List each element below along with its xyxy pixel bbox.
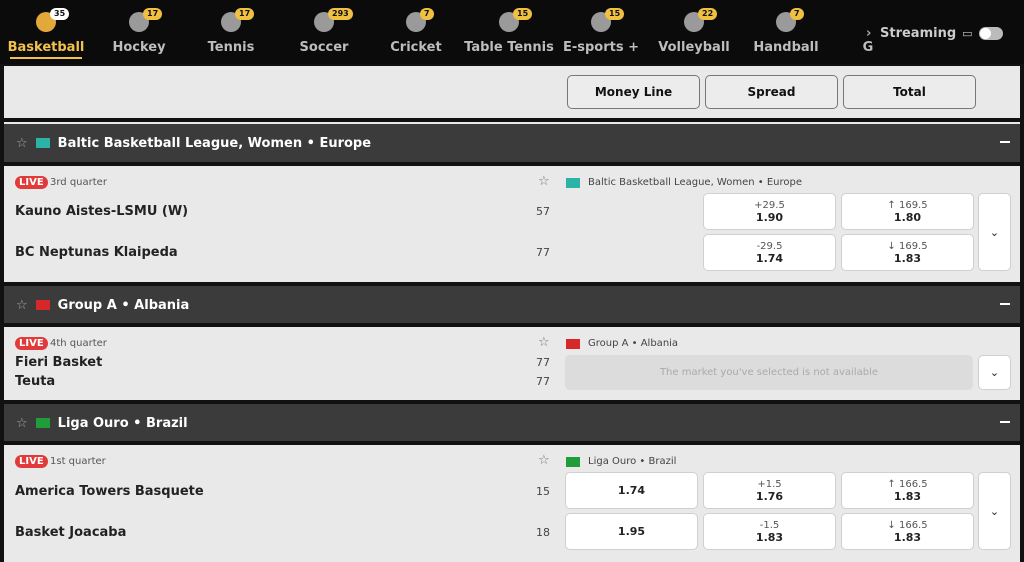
odds-button[interactable]: ↑ 166.5 1.83 — [841, 472, 974, 509]
live-badge: LIVE — [15, 337, 48, 350]
chevron-down-icon: ⌄ — [989, 366, 1000, 379]
streaming-toggle[interactable] — [978, 27, 1003, 40]
globe-icon — [566, 177, 580, 188]
star-icon[interactable]: ☆ — [16, 415, 28, 431]
odds-button[interactable]: +1.5 1.76 — [703, 472, 836, 509]
collapse-icon[interactable] — [1000, 421, 1010, 423]
globe-icon — [35, 138, 50, 148]
market-spread-button[interactable]: Spread — [705, 75, 838, 109]
albania-flag-icon — [566, 338, 580, 349]
odds-button[interactable]: ↑ 169.5 1.80 — [841, 193, 974, 230]
chevron-down-icon: ⌄ — [989, 225, 1000, 239]
odds-button[interactable]: 1.95 — [565, 513, 698, 550]
league-header[interactable]: ☆ Group A • Albania — [4, 286, 1020, 324]
odds-button[interactable]: ↓ 169.5 1.83 — [841, 234, 974, 271]
team-name: Teuta — [15, 374, 56, 389]
league-header[interactable]: ☆ Baltic Basketball League, Women • Europ… — [4, 124, 1020, 162]
team-name: Fieri Basket — [15, 355, 103, 370]
odds-button[interactable]: ↓ 166.5 1.83 — [841, 513, 974, 550]
streaming-toggle-row: › Streaming ▭ — [866, 26, 1003, 41]
odds-button[interactable]: +29.5 1.90 — [703, 193, 836, 230]
sports-nav: 35 Basketball 17 Hockey 17 Tennis 293 Soccer… — [0, 0, 1024, 64]
tab-tennis[interactable]: 17 Tennis — [207, 8, 255, 55]
odds-button[interactable]: -29.5 1.74 — [703, 234, 836, 271]
tab-cricket[interactable]: 7 Cricket — [390, 8, 442, 55]
tab-hockey[interactable]: 17 Hockey — [112, 8, 166, 55]
tab-basketball[interactable]: 35 Basketball — [6, 0, 86, 62]
albania-flag-icon — [35, 300, 50, 310]
live-badge: LIVE — [15, 455, 48, 468]
live-badge: LIVE — [15, 176, 48, 189]
team-name: America Towers Basquete — [15, 484, 204, 499]
team-name: Kauno Aistes-LSMU (W) — [15, 204, 189, 219]
collapse-icon[interactable] — [1000, 141, 1010, 143]
odds-button[interactable]: -1.5 1.83 — [703, 513, 836, 550]
collapse-icon[interactable] — [1000, 303, 1010, 305]
odds-button[interactable]: 1.74 — [565, 472, 698, 509]
star-icon[interactable]: ☆ — [538, 453, 550, 468]
market-unavailable: The market you've selected is not availa… — [565, 355, 973, 390]
expand-button[interactable]: ⌄ — [978, 355, 1011, 390]
team-name: Basket Joacaba — [15, 525, 127, 540]
star-icon[interactable]: ☆ — [538, 335, 550, 350]
brazil-flag-icon — [566, 456, 580, 467]
tab-handball[interactable]: 7 Handball — [753, 8, 819, 55]
events-list: Money Line Spread Total ☆ Baltic Basketba… — [4, 66, 1020, 562]
tab-esports[interactable]: 15 E-sports + — [562, 8, 640, 55]
chevron-right-icon[interactable]: › — [866, 26, 872, 41]
star-icon[interactable]: ☆ — [16, 135, 28, 151]
tab-volleyball[interactable]: 22 Volleyball — [658, 8, 730, 55]
league-header[interactable]: ☆ Liga Ouro • Brazil — [4, 404, 1020, 442]
tab-soccer[interactable]: 293 Soccer — [288, 0, 360, 62]
brazil-flag-icon — [35, 418, 50, 428]
monitor-icon: ▭ — [962, 27, 973, 40]
chevron-down-icon: ⌄ — [989, 504, 1000, 518]
team-name: BC Neptunas Klaipeda — [15, 245, 178, 260]
market-total-button[interactable]: Total — [843, 75, 976, 109]
tab-table-tennis[interactable]: 15 Table Tennis — [464, 8, 554, 55]
star-icon[interactable]: ☆ — [538, 174, 550, 189]
expand-button[interactable]: ⌄ — [978, 193, 1011, 271]
star-icon[interactable]: ☆ — [16, 297, 28, 313]
expand-button[interactable]: ⌄ — [978, 472, 1011, 550]
tab-more[interactable]: G — [862, 40, 874, 55]
market-money-line-button[interactable]: Money Line — [567, 75, 700, 109]
